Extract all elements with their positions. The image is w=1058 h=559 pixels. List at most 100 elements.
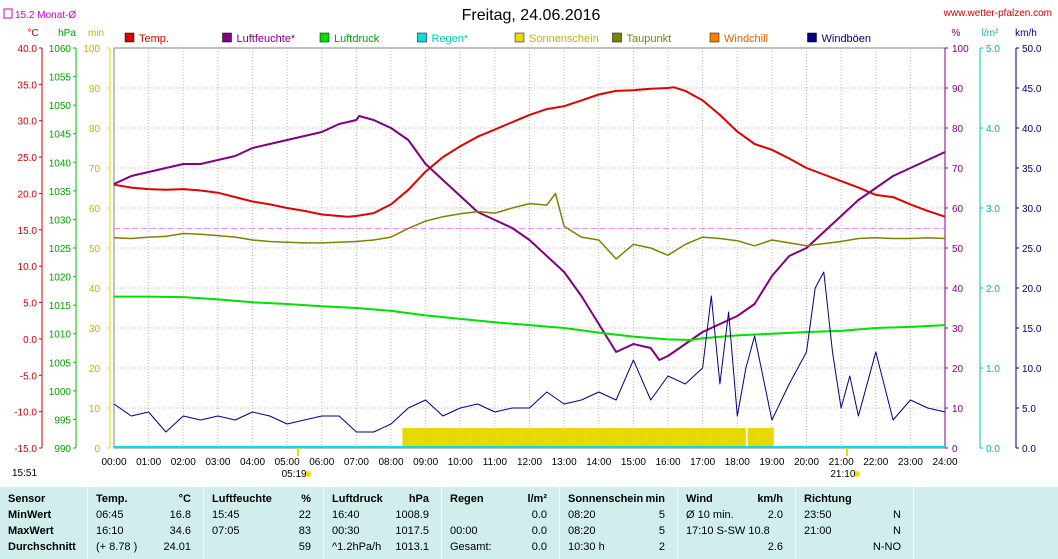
temp-tick-label: 25.0 [18, 153, 38, 164]
legend-swatch [514, 32, 525, 43]
wind-tick-label: 10.0 [1022, 364, 1042, 375]
sunshine-bar [650, 428, 654, 448]
x-tick-label: 14:00 [586, 457, 611, 468]
site-url[interactable]: www.wetter-pfalzen.com [943, 8, 1052, 19]
series-lines [113, 86, 946, 448]
sunshine-bar [558, 428, 562, 448]
stats-cell-value: 1013.1 [395, 541, 429, 553]
x-tick-label: 12:00 [517, 457, 542, 468]
sunshine-bar [564, 428, 568, 448]
stats-header: Richtung [796, 491, 913, 507]
stats-row: 21:00 N [796, 523, 913, 539]
stats-cell-value: 0.0 [531, 541, 547, 553]
pressure-tick-label: 1000 [49, 387, 72, 398]
sunshine-bar [503, 428, 507, 448]
stats-cell-value: 59 [298, 541, 311, 553]
x-tick-label: 15:00 [621, 457, 646, 468]
wind-tick-label: 5.0 [1022, 404, 1036, 415]
stats-cell-value: km/h [757, 493, 783, 505]
sunshine-bar [725, 428, 729, 448]
sunshine-bar [512, 428, 516, 448]
sunshine-bar [572, 428, 576, 448]
x-tick-label: 11:00 [483, 457, 508, 468]
legend-label: Regen* [432, 33, 469, 45]
temp-tick-label: -5.0 [20, 371, 38, 382]
humidity-tick-label: 50 [952, 244, 964, 255]
humidity-tick-label: 30 [952, 324, 964, 335]
x-tick-label: 00:00 [101, 457, 126, 468]
stats-cell-value: N-NO [872, 541, 901, 553]
stats-row: 07:05 83 [204, 523, 323, 539]
sunshine-bar [491, 428, 495, 448]
sunrise-sun-icon [305, 471, 312, 477]
temp-tick-label: 30.0 [18, 117, 38, 128]
sunshine-bar [468, 428, 472, 448]
sunshine-bar [750, 428, 754, 448]
sunshine-bar [673, 428, 677, 448]
sunshine-bar [413, 428, 417, 448]
clock-time: 15:51 [12, 468, 37, 479]
stats-cell-label: 06:45 [96, 509, 124, 521]
stats-row: 15:45 22 [204, 507, 323, 523]
sunshine-bar [711, 428, 715, 448]
x-tick-label: 22:00 [863, 457, 888, 468]
minutes-axis-unit: min [88, 28, 104, 39]
series-taupunkt [113, 192, 946, 260]
temp-tick-label: 40.0 [18, 44, 38, 55]
sunshine-bar [639, 428, 643, 448]
x-tick-label: 16:00 [655, 457, 680, 468]
x-tick-label: 02:00 [171, 457, 196, 468]
stats-cell-label: Richtung [804, 493, 852, 505]
stats-cell-label: 16:40 [332, 509, 360, 521]
stats-row: 16:40 1008.9 [324, 507, 441, 523]
sunshine-bar [653, 428, 657, 448]
stats-row: 0.0 [442, 507, 559, 523]
minutes-tick-label: 70 [89, 164, 101, 175]
sunshine-bar [716, 428, 720, 448]
wind-tick-label: 40.0 [1022, 124, 1042, 135]
stats-column: Luftdruck hPa 16:40 1008.9 00:30 1017.5 ^1.2hP… [324, 487, 442, 559]
sunshine-bar [604, 428, 608, 448]
sunshine-bar [624, 428, 628, 448]
x-tick-label: 18:00 [725, 457, 750, 468]
sunshine-bar [584, 428, 588, 448]
series-windben [113, 271, 946, 433]
sunshine-bar [714, 428, 718, 448]
chart-axes: °C 40.0 35.0 30.0 25.0 20.0 15.0 10.0 5.0 0.0 -5.0… [14, 28, 1042, 455]
sunshine-bar [578, 428, 582, 448]
sunshine-bar [742, 428, 746, 448]
pressure-tick-label: 1030 [49, 215, 72, 226]
sunshine-bar [411, 428, 415, 448]
humidity-axis-unit: % [952, 28, 961, 39]
stats-row: 06:45 16.8 [88, 507, 203, 523]
sunshine-bar [483, 428, 487, 448]
stats-cell-label: Regen [450, 493, 484, 505]
sunshine-bar [759, 428, 763, 448]
x-axis-labels: 00:00 01:00 02:00 03:00 04:00 05:00 06:00 07:00… [101, 448, 958, 480]
sunshine-bar [592, 428, 596, 448]
sunshine-bar [517, 428, 521, 448]
stats-cell-label: 21:00 [804, 525, 832, 537]
sunshine-bar [523, 428, 527, 448]
stats-cell-label: MaxWert [8, 525, 54, 537]
pressure-tick-label: 1055 [49, 73, 72, 84]
wind-tick-label: 30.0 [1022, 204, 1042, 215]
sunshine-bar [486, 428, 490, 448]
pressure-tick-label: 1040 [49, 158, 72, 169]
humidity-tick-label: 40 [952, 284, 964, 295]
sunshine-bar [471, 428, 475, 448]
stats-row: 10:30 h 2 [560, 539, 677, 555]
x-tick-label: 06:00 [309, 457, 334, 468]
sunshine-bar [679, 428, 683, 448]
sunshine-bar [514, 428, 518, 448]
stats-row: 08:20 5 [560, 507, 677, 523]
sunshine-bar [488, 428, 492, 448]
temp-axis-unit: °C [27, 28, 38, 39]
humidity-tick-label: 90 [952, 84, 964, 95]
sunshine-bar [770, 428, 774, 448]
sunshine-bar [494, 428, 498, 448]
legend-swatch [807, 32, 817, 43]
stats-cell-value: l/m² [527, 493, 547, 505]
legend-swatch [124, 32, 135, 43]
stats-row: (+ 8.78 ) 24.01 [88, 539, 203, 555]
